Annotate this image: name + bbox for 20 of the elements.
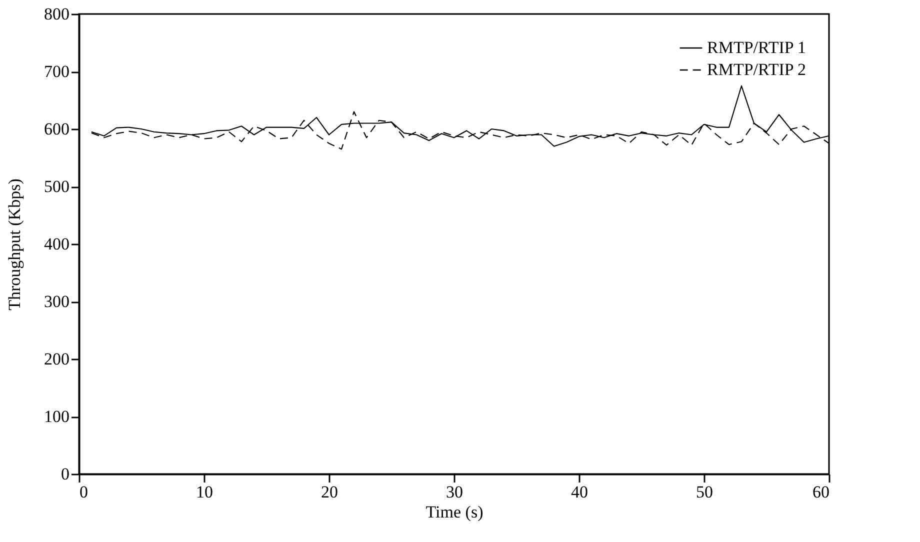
- y-tick-label: 500: [44, 177, 70, 196]
- y-tick-label: 400: [44, 234, 70, 254]
- x-tick-label: 10: [196, 482, 213, 502]
- x-tick-label: 60: [812, 482, 830, 502]
- legend-label: RMTP/RTIP 2: [707, 60, 806, 79]
- y-tick-label: 100: [44, 407, 70, 426]
- y-tick-label: 300: [44, 292, 70, 311]
- legend-label: RMTP/RTIP 1: [707, 38, 806, 57]
- y-tick-label: 200: [44, 350, 70, 368]
- x-tick-label: 50: [696, 482, 713, 502]
- x-axis-title: Time (s): [426, 502, 484, 522]
- y-tick-label: 800: [44, 4, 70, 24]
- y-tick-label: 0: [61, 464, 70, 484]
- x-tick-label: 30: [446, 482, 463, 502]
- y-tick-label: 700: [44, 62, 70, 81]
- x-tick-label: 40: [571, 482, 588, 502]
- x-tick-label: 20: [321, 482, 338, 502]
- y-tick-label: 600: [44, 120, 70, 138]
- x-tick-label: 0: [80, 482, 88, 502]
- y-axis-title: Throughput (Kbps): [5, 178, 24, 310]
